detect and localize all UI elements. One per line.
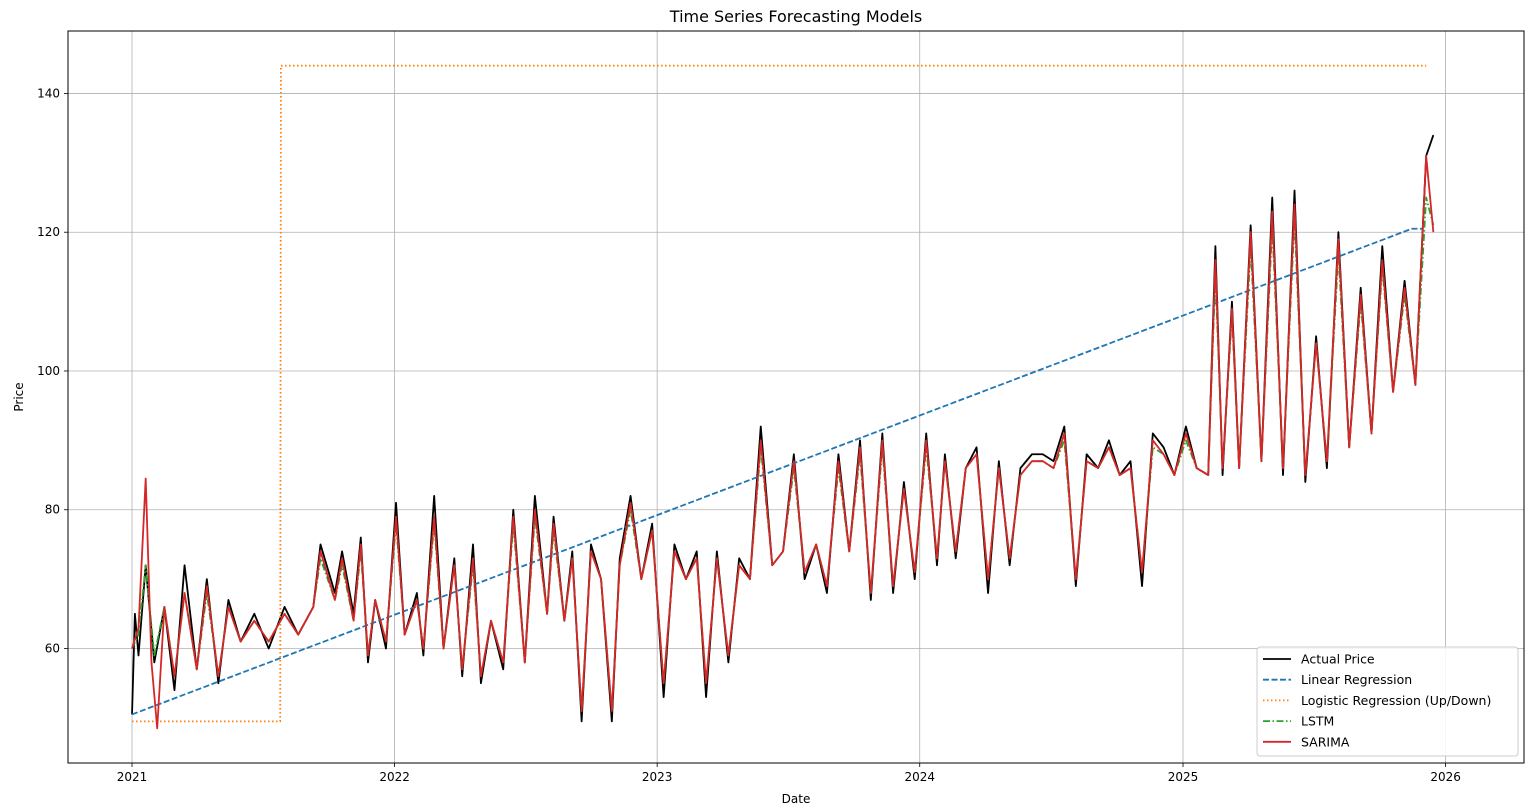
x-tick-label: 2026 — [1430, 770, 1461, 784]
legend-label: Linear Regression — [1301, 672, 1412, 687]
series-layer — [131, 64, 1435, 730]
series-line-logistic-regression-up-down — [132, 64, 1427, 723]
legend-label: LSTM — [1301, 714, 1334, 729]
y-axis-label: Price — [12, 382, 26, 411]
y-tick-label: 80 — [45, 503, 60, 517]
legend-label: Actual Price — [1301, 652, 1375, 667]
y-tick-label: 60 — [45, 642, 60, 656]
y-tick-label: 140 — [37, 86, 60, 100]
x-tick-label: 2021 — [117, 770, 148, 784]
x-tick-label: 2023 — [642, 770, 673, 784]
x-tick-label: 2024 — [904, 770, 935, 784]
legend: Actual Price Linear Regression Logistic Re… — [1256, 646, 1519, 757]
x-tick-label: 2025 — [1168, 770, 1199, 784]
legend-label: Logistic Regression (Up/Down) — [1301, 693, 1491, 708]
chart-title: Time Series Forecasting Models — [669, 7, 922, 26]
plot-frame — [67, 30, 1525, 764]
x-tick-label: 2022 — [379, 770, 410, 784]
x-axis-label: Date — [782, 792, 811, 806]
legend-label: SARIMA — [1301, 734, 1350, 749]
legend-box — [1256, 646, 1519, 757]
series-line-linear-regression — [131, 227, 1424, 716]
series-line-sarima — [131, 154, 1435, 730]
y-tick-label: 120 — [37, 225, 60, 239]
y-axis: 60 80 100 120 140 — [37, 86, 68, 656]
x-axis: 2021 2022 2023 2024 2025 2026 — [117, 763, 1461, 784]
y-tick-label: 100 — [37, 364, 60, 378]
